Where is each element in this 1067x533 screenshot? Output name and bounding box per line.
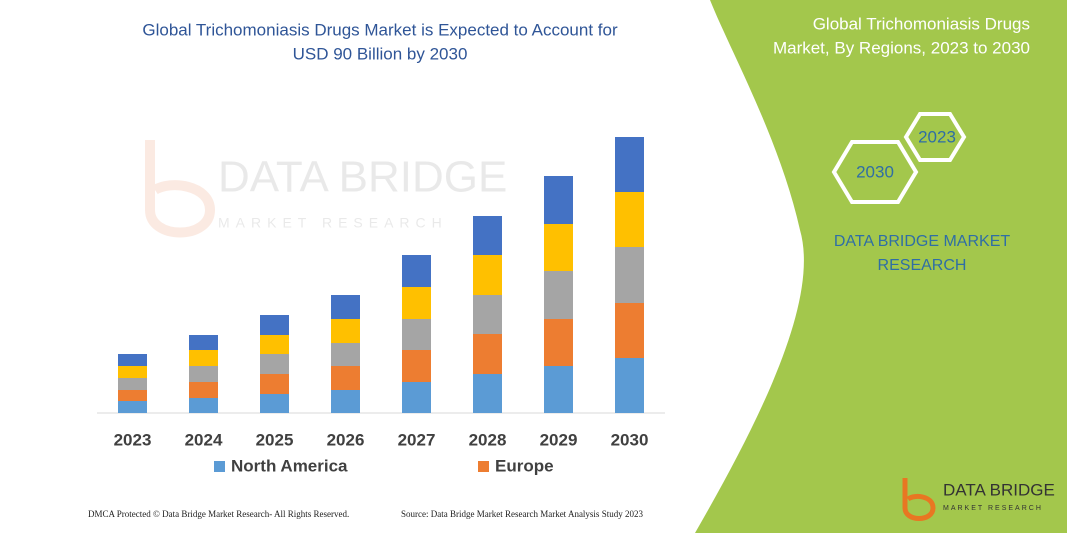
x-tick-label: 2025 [256,430,294,449]
hexagons [831,112,967,204]
legend-swatch [214,461,225,472]
panel-brand: RESEARCH [878,257,967,274]
bar-segment [331,343,360,366]
bar-segment [544,176,573,224]
bar-segment [260,394,289,413]
x-tick-label: 2024 [185,430,223,449]
panel-title: Market, By Regions, 2023 to 2030 [773,38,1030,57]
panel-title: Global Trichomoniasis Drugs [813,14,1030,33]
footer-right: Source: Data Bridge Market Research Mark… [401,509,643,519]
bar-segment [331,390,360,413]
footer-left: DMCA Protected © Data Bridge Market Rese… [88,509,349,519]
bar-segment [118,401,147,413]
x-tick-label: 2030 [611,430,649,449]
bar-segment [473,295,502,334]
green-panel [695,0,1067,533]
bar-segment [118,378,147,390]
x-tick-label: 2026 [327,430,365,449]
logo-brand: DATA BRIDGE [943,480,1055,499]
bar-segment [615,247,644,303]
hex-label: 2023 [918,127,956,146]
bar-segment [473,334,502,374]
x-tick-label: 2027 [398,430,436,449]
chart-title: Global Trichomoniasis Drugs Market is Ex… [142,20,618,39]
bar-segment [544,319,573,366]
x-tick-label: 2028 [469,430,507,449]
bar-segment [615,192,644,247]
logo-sub: MARKET RESEARCH [943,505,1043,512]
bar-segment [402,382,431,413]
bar-segment [402,255,431,287]
bar-segment [402,350,431,382]
bar-segment [331,295,360,319]
bar-segment [260,374,289,394]
x-tick-label: 2029 [540,430,578,449]
bar-segment [189,335,218,350]
bar-segment [118,366,147,378]
watermark-brand: DATA BRIDGE [218,153,507,202]
bar-segment [260,335,289,354]
legend-label: Europe [495,456,554,475]
bar-segment [331,319,360,343]
bar-segment [402,287,431,319]
bar-segment [189,366,218,382]
x-tick-label: 2023 [114,430,152,449]
bar-segment [615,358,644,413]
bar-segment [544,224,573,271]
watermark-sub: MARKET RESEARCH [218,215,448,231]
bar-segment [615,137,644,192]
bar-segment [402,319,431,350]
bar-segment [615,303,644,358]
bar-segment [118,354,147,366]
bar-segment [189,382,218,398]
logo-icon [902,478,936,521]
panel-brand: DATA BRIDGE MARKET [834,233,1011,250]
legend-label: North America [231,456,348,475]
bar-segment [189,398,218,413]
bar-segment [544,271,573,319]
bar-segment [189,350,218,366]
hexagon [831,140,919,204]
hexagon [903,112,967,162]
bar-segment [544,366,573,413]
bar-segment [473,255,502,295]
bar-segment [473,216,502,255]
bar-segment [473,374,502,413]
legend-swatch [478,461,489,472]
bar-segment [260,354,289,374]
bar-segment [260,315,289,335]
watermark-icon [145,140,216,238]
chart-title: USD 90 Billion by 2030 [293,44,468,63]
bar-segment [331,366,360,390]
hex-label: 2030 [856,162,894,181]
logo: DATA BRIDGE MARKET RESEARCH [902,478,1055,521]
bar-segment [118,390,147,401]
watermark: DATA BRIDGE MARKET RESEARCH [145,140,507,238]
